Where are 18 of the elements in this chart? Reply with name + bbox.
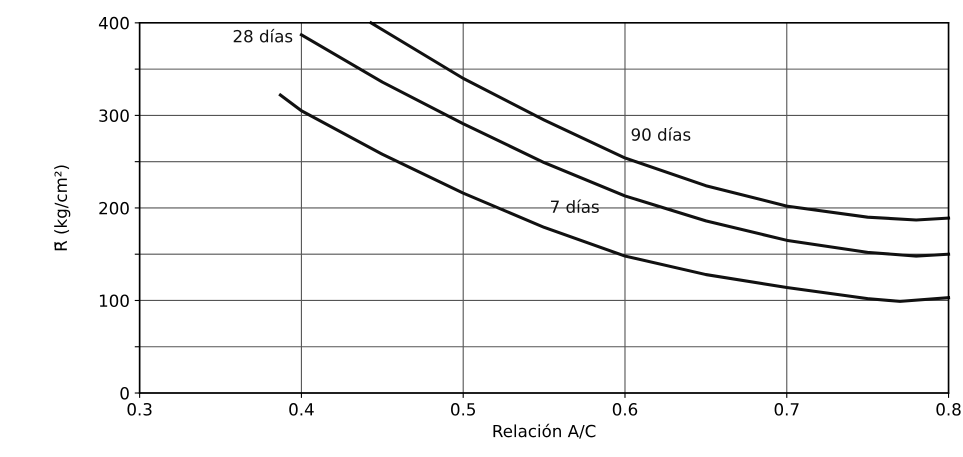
x-axis-title: Relación A/C — [494, 424, 596, 439]
y-axis-title: R̄ (kg/cm²) — [54, 165, 70, 250]
x-tick-label: 0.3 — [127, 403, 152, 416]
x-tick-label: 0.7 — [774, 403, 799, 416]
series-label: 90 días — [632, 127, 690, 141]
x-tick-label: 0.5 — [451, 403, 475, 416]
x-tick-label: 0.8 — [936, 403, 961, 416]
line-series — [278, 94, 950, 303]
x-tick-label: 0.6 — [612, 403, 638, 416]
x-tick-label: 0.4 — [289, 403, 314, 416]
y-tick-label: 100 — [100, 294, 129, 308]
line-series — [369, 21, 950, 222]
y-tick-label: 0 — [120, 386, 129, 400]
y-tick-label: 400 — [98, 16, 129, 30]
y-tick-label: 200 — [99, 202, 129, 215]
y-tick-label: 300 — [99, 109, 129, 122]
series-label: 28 días — [234, 28, 292, 42]
line-series — [300, 33, 950, 258]
